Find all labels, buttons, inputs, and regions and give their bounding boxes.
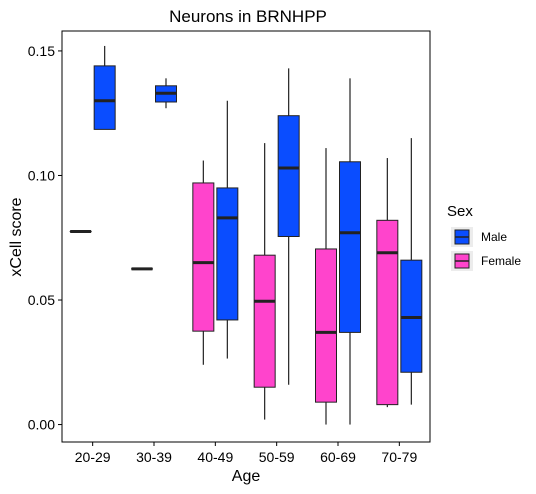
x-axis-title: Age <box>232 468 261 485</box>
box-iqr <box>278 116 299 237</box>
legend: Sex Male Female <box>447 203 521 271</box>
box-iqr <box>94 66 115 130</box>
x-tick-label: 20-29 <box>75 449 111 465</box>
plot-panel <box>62 31 430 442</box>
y-axis-title: xCell score <box>8 197 25 276</box>
x-tick-label: 60-69 <box>320 449 356 465</box>
x-tick-label: 30-39 <box>136 449 172 465</box>
legend-label-male: Male <box>481 230 507 244</box>
x-axis: 20-29 30-39 40-49 50-59 60-69 70-79 <box>75 442 418 465</box>
y-tick-label: 0.10 <box>28 167 55 183</box>
x-tick-label: 40-49 <box>197 449 233 465</box>
box-iqr <box>193 183 214 331</box>
legend-label-female: Female <box>481 254 521 268</box>
box-iqr <box>254 255 275 387</box>
x-tick-label: 50-59 <box>259 449 295 465</box>
box-iqr <box>217 188 238 320</box>
legend-title: Sex <box>447 203 473 220</box>
chart-title: Neurons in BRNHPP <box>169 7 327 26</box>
box-iqr <box>340 162 361 333</box>
box-iqr <box>316 249 337 402</box>
y-tick-label: 0.05 <box>28 292 55 308</box>
y-tick-label: 0.00 <box>28 417 55 433</box>
box-iqr <box>377 220 398 404</box>
y-axis: 0.00 0.05 0.10 0.15 <box>28 43 62 433</box>
x-tick-label: 70-79 <box>381 449 417 465</box>
y-tick-label: 0.15 <box>28 43 55 59</box>
